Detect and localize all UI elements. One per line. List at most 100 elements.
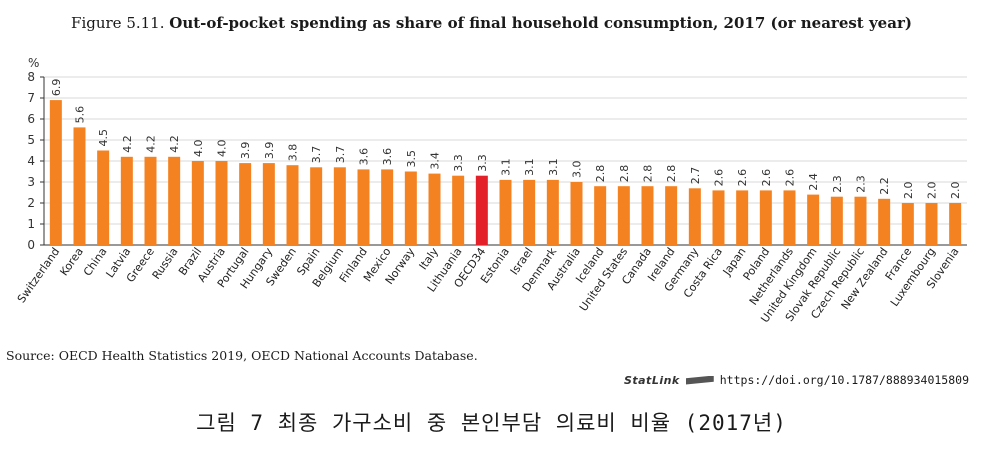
y-tick-label: 1 <box>27 217 35 231</box>
data-label: 4.0 <box>192 140 205 158</box>
bar <box>830 196 843 245</box>
figure-name: Out-of-pocket spending as share of final… <box>169 14 912 32</box>
bar <box>452 175 465 245</box>
bar <box>617 186 630 245</box>
data-label: 2.3 <box>855 175 868 193</box>
category-label: Korea <box>57 245 86 278</box>
bar <box>428 173 441 245</box>
bar <box>357 169 370 245</box>
statlink[interactable]: StatLink https://doi.org/10.1787/8889340… <box>624 373 969 387</box>
bar <box>97 150 110 245</box>
data-label: 3.6 <box>358 148 371 166</box>
data-label: 3.5 <box>405 150 418 168</box>
data-label: 2.6 <box>736 169 749 187</box>
data-label: 2.0 <box>949 182 962 200</box>
data-label: 4.2 <box>168 135 181 153</box>
bar <box>49 100 62 245</box>
data-label: 3.9 <box>263 142 276 160</box>
bar <box>665 186 678 245</box>
data-label: 3.9 <box>239 142 252 160</box>
y-tick-label: 3 <box>27 175 35 189</box>
bar <box>570 182 583 245</box>
figure-number: Figure 5.11. <box>71 14 165 32</box>
data-label: 4.5 <box>97 129 110 147</box>
data-label: 2.8 <box>618 165 631 183</box>
y-tick-label: 8 <box>27 70 35 84</box>
bar <box>783 190 796 245</box>
bar <box>712 190 725 245</box>
data-label: 2.6 <box>760 169 773 187</box>
category-label: Switzerland <box>15 245 62 305</box>
data-label: 3.7 <box>334 146 347 164</box>
data-label: 2.0 <box>902 182 915 200</box>
source-note: Source: OECD Health Statistics 2019, OEC… <box>6 348 478 363</box>
data-label: 2.8 <box>642 165 655 183</box>
bar <box>901 203 914 245</box>
data-label: 2.4 <box>807 173 820 191</box>
data-label: 4.0 <box>216 140 229 158</box>
data-label: 2.2 <box>878 177 891 195</box>
data-label: 3.1 <box>547 158 560 176</box>
bar <box>333 167 346 245</box>
data-label: 3.3 <box>476 154 489 172</box>
data-label: 2.0 <box>926 182 939 200</box>
data-label: 3.1 <box>523 158 536 176</box>
bar <box>949 203 962 245</box>
data-label: 3.3 <box>452 154 465 172</box>
data-label: 3.7 <box>310 146 323 164</box>
data-label: 3.6 <box>381 148 394 166</box>
bar <box>215 161 228 245</box>
bar <box>594 186 607 245</box>
bar <box>120 156 133 245</box>
data-label: 5.6 <box>74 106 87 124</box>
data-label: 3.0 <box>571 161 584 179</box>
statlink-label: StatLink <box>623 373 680 387</box>
data-label: 2.8 <box>594 165 607 183</box>
bar <box>310 167 323 245</box>
bars <box>49 100 962 245</box>
category-label: Russia <box>150 245 181 281</box>
bar <box>854 196 867 245</box>
bar <box>262 163 275 245</box>
y-tick-label: 0 <box>27 238 35 252</box>
data-labels: 6.9 5.6 4.5 4.2 4.2 4.2 4.0 4.0 3.9 3.9 3.8 3.7 3.7 3… <box>50 79 962 199</box>
bar <box>239 163 252 245</box>
y-tick-label: 7 <box>27 91 35 105</box>
statlink-logo-icon <box>685 375 714 385</box>
data-label: 6.9 <box>50 79 63 97</box>
data-label: 3.8 <box>287 144 300 162</box>
bar <box>144 156 157 245</box>
statlink-url[interactable]: https://doi.org/10.1787/888934015809 <box>719 373 969 387</box>
bar <box>736 190 749 245</box>
bar <box>191 161 204 245</box>
bar <box>168 156 181 245</box>
figure-title: Figure 5.11. Out-of-pocket spending as s… <box>0 14 983 32</box>
data-label: 3.1 <box>500 158 513 176</box>
data-label: 4.2 <box>121 135 134 153</box>
category-labels: SwitzerlandKoreaChinaLatviaGreeceRussiaB… <box>15 245 962 325</box>
bar <box>807 194 820 245</box>
bar <box>523 179 536 245</box>
bar <box>759 190 772 245</box>
bar <box>381 169 394 245</box>
bar <box>499 179 512 245</box>
bar-chart: % 0 1 2 3 4 5 6 7 8 6.9 5.6 4.5 4.2 4.2 4.2 4.0 4.0 3.9 3.… <box>15 56 967 325</box>
y-tick-label: 4 <box>27 154 35 168</box>
bar <box>878 198 891 245</box>
data-label: 2.7 <box>689 167 702 185</box>
bar <box>286 165 299 245</box>
bar <box>925 203 938 245</box>
y-tick-label: 2 <box>27 196 35 210</box>
bar <box>546 179 559 245</box>
figure-caption: 그림 7 최종 가구소비 중 본인부담 의료비 비율 (2017년) <box>196 411 787 435</box>
bar <box>404 171 417 245</box>
bar <box>73 127 86 245</box>
y-tick-label: 5 <box>27 133 35 147</box>
data-label: 4.2 <box>145 135 158 153</box>
data-label: 3.4 <box>429 152 442 170</box>
data-label: 2.8 <box>665 165 678 183</box>
y-axis-unit: % <box>28 56 39 70</box>
data-label: 2.3 <box>831 175 844 193</box>
bar <box>475 175 488 245</box>
data-label: 2.6 <box>713 169 726 187</box>
